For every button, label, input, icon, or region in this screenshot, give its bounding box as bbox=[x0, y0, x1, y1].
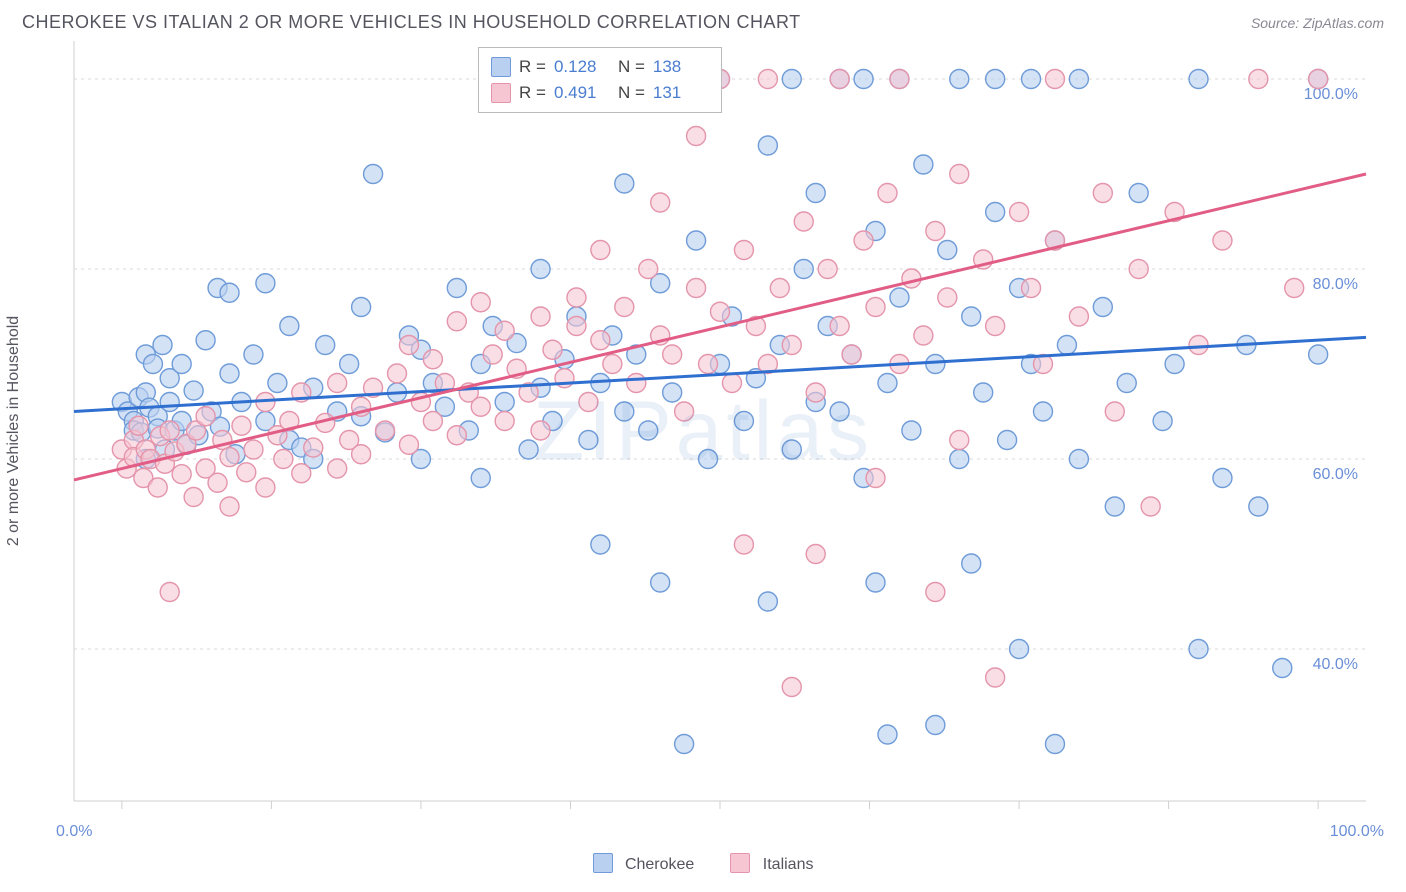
stats-row-2: R = 0.491 N = 131 bbox=[491, 80, 709, 106]
x-axis-max: 100.0% bbox=[1330, 823, 1384, 841]
stats-legend: R = 0.128 N = 138 R = 0.491 N = 131 bbox=[478, 47, 722, 113]
legend-swatch-2 bbox=[491, 83, 511, 103]
bottom-legend: Cherokee Italians bbox=[0, 853, 1406, 874]
stat-label: N = bbox=[618, 83, 645, 103]
legend-swatch-cherokee bbox=[593, 853, 613, 873]
stats-row-1: R = 0.128 N = 138 bbox=[491, 54, 709, 80]
svg-text:40.0%: 40.0% bbox=[1313, 656, 1358, 673]
chart-title: CHEROKEE VS ITALIAN 2 OR MORE VEHICLES I… bbox=[22, 12, 801, 33]
svg-text:60.0%: 60.0% bbox=[1313, 466, 1358, 483]
chart-area: 2 or more Vehicles in Household ZIPatlas… bbox=[22, 41, 1384, 821]
legend-swatch-italians bbox=[730, 853, 750, 873]
legend-label: Cherokee bbox=[625, 856, 694, 873]
stat-n-2: 131 bbox=[653, 83, 709, 103]
x-axis-min: 0.0% bbox=[56, 823, 92, 841]
stat-label: R = bbox=[519, 57, 546, 77]
legend-item-cherokee: Cherokee bbox=[593, 853, 695, 874]
x-axis-end-labels: 0.0% 100.0% bbox=[22, 823, 1384, 845]
stat-label: N = bbox=[618, 57, 645, 77]
stat-label: R = bbox=[519, 83, 546, 103]
stat-r-1: 0.128 bbox=[554, 57, 610, 77]
legend-item-italians: Italians bbox=[730, 853, 813, 874]
chart-source: Source: ZipAtlas.com bbox=[1251, 15, 1384, 31]
y-axis-label: 2 or more Vehicles in Household bbox=[5, 316, 23, 546]
svg-text:100.0%: 100.0% bbox=[1304, 86, 1358, 103]
legend-swatch-1 bbox=[491, 57, 511, 77]
chart-header: CHEROKEE VS ITALIAN 2 OR MORE VEHICLES I… bbox=[0, 0, 1406, 41]
legend-label: Italians bbox=[763, 856, 814, 873]
stat-r-2: 0.491 bbox=[554, 83, 610, 103]
stat-n-1: 138 bbox=[653, 57, 709, 77]
svg-text:80.0%: 80.0% bbox=[1313, 276, 1358, 293]
scatter-chart: 40.0% 60.0% 80.0% 100.0% bbox=[22, 41, 1384, 821]
